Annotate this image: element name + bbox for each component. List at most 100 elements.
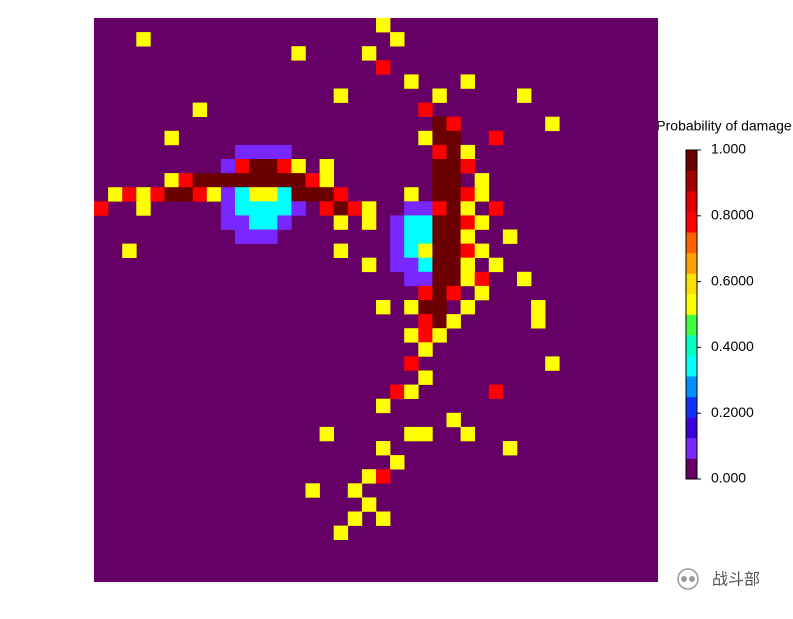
colorbar-segment <box>686 335 697 356</box>
colorbar-tick-label: 1.000 <box>711 141 746 157</box>
heatmap-cell <box>474 215 490 230</box>
heatmap-cell <box>432 229 447 244</box>
heatmap-cell <box>305 187 320 202</box>
heatmap-cell <box>446 271 461 287</box>
heatmap-cell <box>291 187 306 202</box>
heatmap-cell <box>291 201 306 216</box>
heatmap-cell <box>263 187 278 202</box>
heatmap-cell <box>235 144 250 160</box>
colorbar-segment <box>686 211 697 233</box>
heatmap-cell <box>418 271 433 287</box>
colorbar-segment <box>686 396 697 418</box>
heatmap-cell <box>263 159 278 174</box>
heatmap-cell <box>446 229 461 244</box>
heatmap-cell <box>404 215 419 230</box>
heatmap-cell <box>460 243 475 258</box>
heatmap-cell <box>164 173 179 188</box>
heatmap-cell <box>418 201 433 216</box>
colorbar-segment <box>686 437 697 459</box>
heatmap-cell <box>390 229 405 244</box>
heatmap-cell <box>545 116 560 132</box>
heatmap-cell <box>418 285 433 301</box>
heatmap-cell <box>263 173 278 188</box>
heatmap-cell <box>474 173 490 188</box>
colorbar-segment <box>686 376 697 398</box>
heatmap-cell <box>418 215 433 230</box>
heatmap-cell <box>235 173 250 188</box>
heatmap-cell <box>460 159 475 174</box>
heatmap-cell <box>517 88 532 103</box>
heatmap-cell <box>249 215 264 230</box>
heatmap-cell <box>418 243 433 258</box>
heatmap-cell <box>305 483 320 498</box>
heatmap-cell <box>460 201 475 216</box>
heatmap-cell <box>108 187 123 202</box>
heatmap-cell <box>432 201 447 216</box>
heatmap-cell <box>235 159 250 174</box>
heatmap-cell <box>404 356 419 371</box>
colorbar-segment <box>686 314 697 336</box>
heatmap-cell <box>488 130 504 146</box>
heatmap-cell <box>446 201 461 216</box>
heatmap-cell <box>277 144 292 160</box>
heatmap-cell <box>432 314 447 329</box>
heatmap-cell <box>376 398 391 414</box>
heatmap-cell <box>319 201 334 216</box>
heatmap-cell <box>418 426 433 442</box>
heatmap-cell <box>277 201 292 216</box>
heatmap-cell <box>390 455 405 470</box>
heatmap-cell <box>361 201 377 216</box>
heatmap-cell <box>277 215 292 230</box>
heatmap-cell <box>502 229 518 244</box>
heatmap-cell <box>446 159 461 174</box>
heatmap-cell <box>249 159 264 174</box>
colorbar-tick-label: 0.2000 <box>711 404 754 420</box>
heatmap-cell <box>249 144 264 160</box>
heatmap-cell <box>333 201 349 216</box>
heatmap-cell <box>460 144 475 160</box>
heatmap-cell <box>460 74 475 89</box>
heatmap-cell <box>404 229 419 244</box>
heatmap-cell <box>517 271 532 287</box>
heatmap-cell <box>432 116 447 132</box>
heatmap-cell <box>404 271 419 287</box>
heatmap-cell <box>319 426 334 442</box>
heatmap-cell <box>390 384 405 399</box>
colorbar-tick-label: 0.000 <box>711 470 746 486</box>
heatmap-cell <box>460 300 475 315</box>
heatmap-cell <box>418 130 433 146</box>
colorbar-frame <box>685 149 698 480</box>
heatmap-cell <box>418 370 433 385</box>
heatmap-cell <box>206 173 222 188</box>
heatmap-cell <box>319 187 334 202</box>
heatmap-cell <box>390 257 405 273</box>
heatmap-cell <box>446 257 461 273</box>
heatmap-cell <box>249 187 264 202</box>
heatmap-cell <box>235 229 250 244</box>
colorbar-title: Probability of damage <box>656 118 792 134</box>
heatmap-cell <box>122 243 137 258</box>
heatmap-cell <box>418 300 433 315</box>
heatmap-cell <box>446 243 461 258</box>
heatmap-cell <box>446 412 461 428</box>
heatmap-cell <box>376 18 391 33</box>
heatmap-cell <box>94 201 109 216</box>
heatmap-cell <box>390 215 405 230</box>
colorbar-segment <box>686 191 697 212</box>
heatmap-cell <box>291 46 306 61</box>
heatmap-cell <box>531 314 546 329</box>
heatmap-cell <box>263 144 278 160</box>
colorbar-tick-label: 0.6000 <box>711 272 754 288</box>
heatmap-cell <box>432 215 447 230</box>
heatmap-cell <box>136 187 151 202</box>
heatmap-cell <box>333 243 349 258</box>
heatmap-cell <box>446 215 461 230</box>
heatmap-cell <box>319 173 334 188</box>
heatmap-cell <box>404 328 419 343</box>
heatmap-cell <box>376 441 391 456</box>
heatmap-cell <box>460 271 475 287</box>
heatmap-cell <box>291 159 306 174</box>
heatmap-cell <box>446 314 461 329</box>
heatmap-cell <box>291 173 306 188</box>
heatmap-cell <box>432 187 447 202</box>
